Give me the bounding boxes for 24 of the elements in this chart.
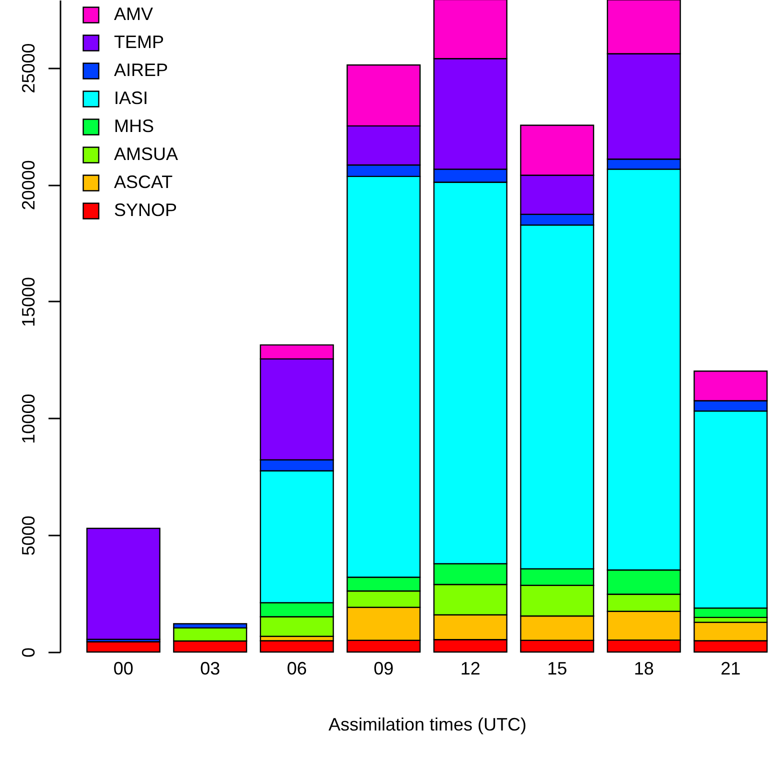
x-tick-label: 18 (634, 658, 654, 678)
bar (86, 528, 160, 640)
legend-label: MHS (114, 116, 154, 136)
y-tick-label: 5000 (18, 516, 38, 556)
x-tick-label: 06 (286, 658, 307, 678)
legend-label: SYNOP (114, 200, 178, 220)
y-tick-label: 10000 (18, 394, 38, 444)
x-tick-label: 03 (200, 658, 220, 678)
y-tick-label: 0 (18, 647, 38, 658)
legend-label: ASCAT (114, 172, 173, 192)
legend-label: TEMP (114, 32, 164, 52)
y-tick-label: 15000 (18, 276, 38, 327)
x-tick-label: 09 (374, 658, 394, 678)
x-tick-label: 00 (113, 658, 134, 678)
x-tick-label: 21 (720, 658, 741, 678)
x-axis-title: Assimilation times (UTC) (328, 714, 527, 734)
x-tick-label: 12 (460, 658, 480, 678)
y-tick-label: 25000 (18, 43, 38, 94)
y-tick-label: 20000 (18, 160, 38, 210)
legend-label: AIREP (114, 60, 168, 80)
legend-label: AMSUA (114, 144, 178, 164)
x-tick-label: 15 (547, 658, 568, 678)
legend-label: AMV (114, 4, 154, 24)
legend-label: IASI (114, 88, 148, 108)
